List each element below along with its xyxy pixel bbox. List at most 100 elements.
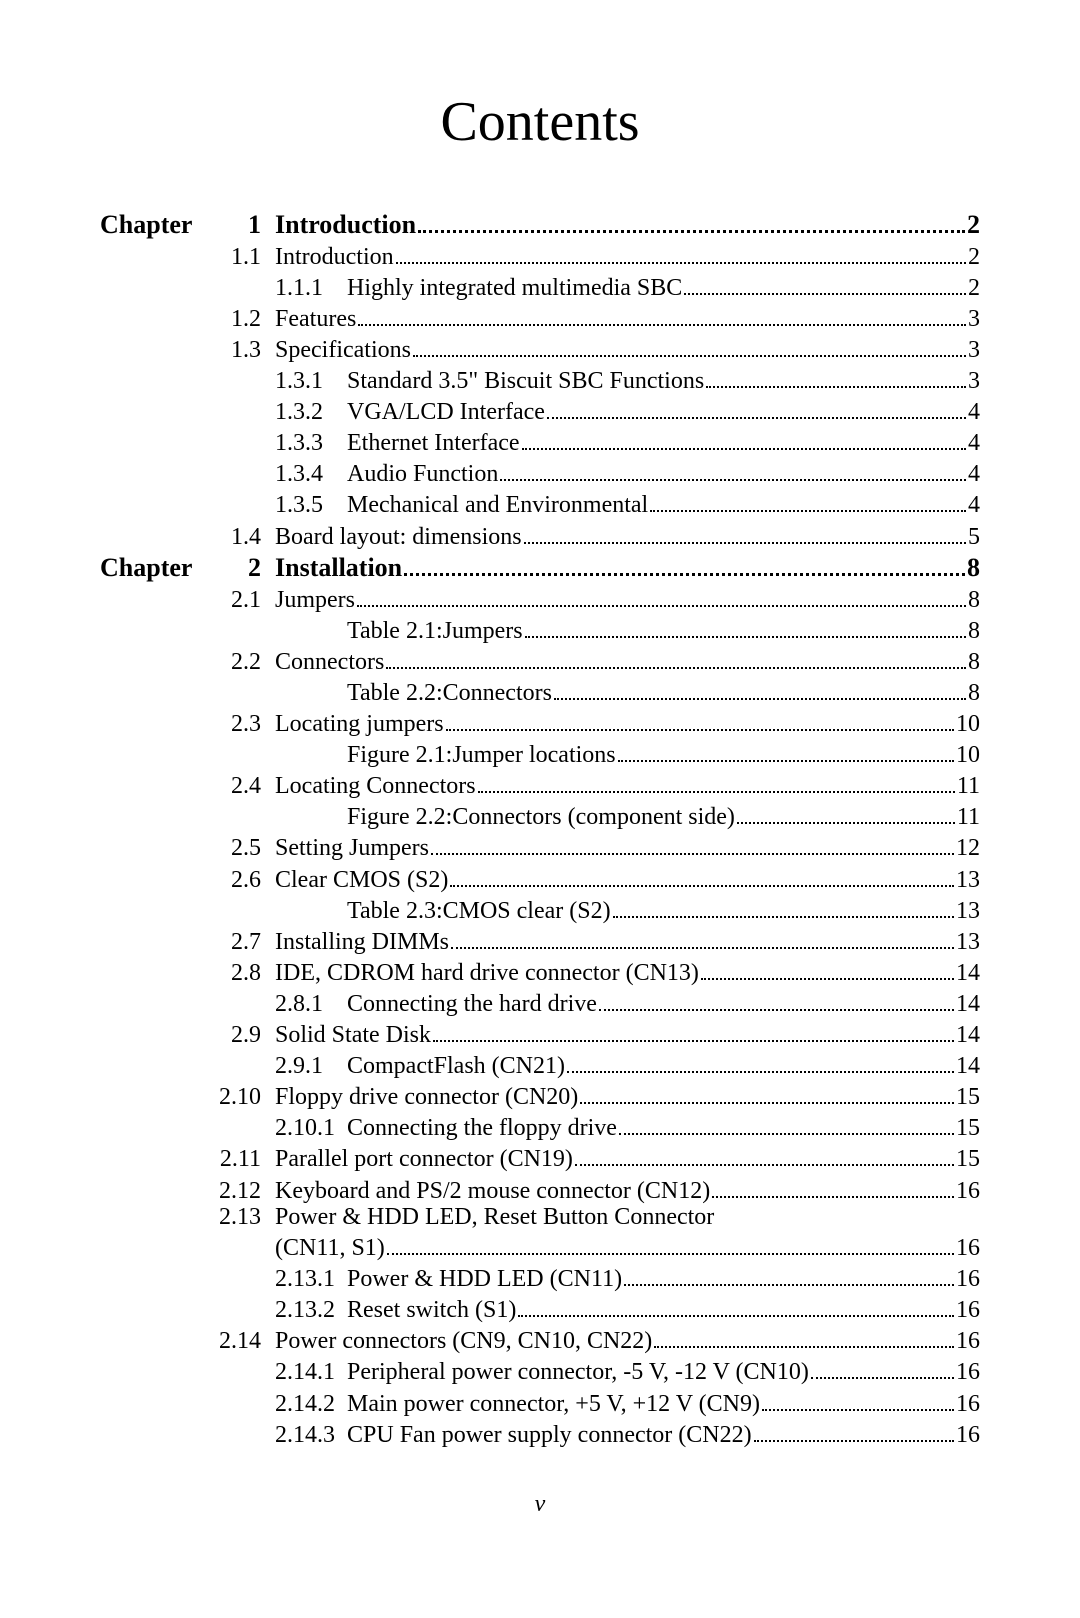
toc-entry-row: 2.8.1Connecting the hard drive14 (100, 987, 980, 1016)
page-number: 16 (956, 1360, 980, 1384)
page-number: 15 (956, 1085, 980, 1109)
entry-text: 1.3.5Mechanical and Environmental (275, 493, 648, 517)
subsection-number: 1.3.3 (275, 431, 347, 455)
section-number: 2.11 (215, 1147, 275, 1171)
page-number: 4 (968, 462, 980, 486)
entry-text: 2.13.1Power & HDD LED (CN11) (275, 1267, 622, 1291)
entry-content: (CN11, S1)16 (275, 1232, 980, 1261)
dot-leader (554, 676, 966, 700)
dot-leader (386, 645, 966, 669)
entry-text: Clear CMOS (S2) (275, 868, 448, 892)
dot-leader (754, 1418, 954, 1442)
toc-entry-row: 2.8IDE, CDROM hard drive connector (CN13… (100, 956, 980, 985)
entry-text: 2.13.2Reset switch (S1) (275, 1298, 516, 1322)
page-number: 8 (967, 555, 980, 581)
entry-content: 2.9.1CompactFlash (CN21)14 (275, 1050, 980, 1079)
dot-leader (431, 832, 954, 856)
entry-content: Figure 2.2:Connectors (component side)11 (275, 801, 980, 830)
page-number: 16 (956, 1179, 980, 1203)
entry-content: Power connectors (CN9, CN10, CN22)16 (275, 1325, 980, 1354)
dot-leader (524, 520, 966, 544)
toc-entry-row: 2.4Locating Connectors11 (100, 770, 980, 799)
entry-content: Introduction 2 (275, 208, 980, 238)
entry-text: 1.3.3Ethernet Interface (275, 431, 520, 455)
section-number: 2.1 (215, 588, 275, 612)
dot-leader (567, 1050, 954, 1074)
dot-leader (650, 489, 966, 513)
dot-leader (654, 1325, 954, 1349)
toc-entry-row: 2.14Power connectors (CN9, CN10, CN22)16 (100, 1325, 980, 1354)
entry-content: Specifications3 (275, 333, 980, 362)
dot-leader (518, 1294, 954, 1318)
entry-text: Table 2.1:Jumpers (275, 619, 523, 643)
page-number: 2 (968, 276, 980, 300)
toc-entry-row: 2.14.1Peripheral power connector, -5 V, … (100, 1356, 980, 1385)
entry-content: 2.13.2Reset switch (S1)16 (275, 1294, 980, 1323)
section-number: 1 (215, 212, 275, 238)
dot-leader (500, 458, 966, 482)
entry-text: Jumpers (275, 588, 355, 612)
entry-text: 2.14.1Peripheral power connector, -5 V, … (275, 1360, 809, 1384)
subsection-number: 2.14.1 (275, 1360, 347, 1384)
page-number: 13 (956, 868, 980, 892)
entry-content: Table 2.2:Connectors8 (275, 676, 980, 705)
entry-content: Connectors8 (275, 645, 980, 674)
toc-entry-row: 2.1Jumpers8 (100, 583, 980, 612)
page-number: 11 (957, 774, 980, 798)
toc-entry-row: 1.1.1Highly integrated multimedia SBC2 (100, 271, 980, 300)
entry-text: Connectors (275, 650, 384, 674)
section-number: 2.8 (215, 961, 275, 985)
toc-entry-row: 2.2Connectors8 (100, 645, 980, 674)
toc-chapter-row: Chapter1Introduction2 (100, 208, 980, 238)
entry-text: 1.3.4Audio Function (275, 462, 498, 486)
subsection-number: 1.1.1 (275, 276, 347, 300)
dot-leader (522, 427, 966, 451)
entry-text: Figure 2.1:Jumper locations (275, 743, 616, 767)
entry-content: Table 2.1:Jumpers8 (275, 614, 980, 643)
entry-content: 1.3.1Standard 3.5" Biscuit SBC Functions… (275, 364, 980, 393)
entry-content: Parallel port connector (CN19)15 (275, 1143, 980, 1172)
toc-entry-row: 2.13.1Power & HDD LED (CN11)16 (100, 1263, 980, 1292)
entry-text: Introduction (275, 212, 416, 238)
dot-leader (396, 240, 966, 264)
section-number: 2.13 (215, 1205, 275, 1229)
chapter-label: Chapter (100, 555, 215, 581)
toc-entry-row: Table 2.1:Jumpers8 (100, 614, 980, 643)
dot-leader (413, 333, 966, 357)
dot-leader (446, 708, 954, 732)
toc-entry-row: 1.3.2VGA/LCD Interface4 (100, 396, 980, 425)
section-number: 2.9 (215, 1023, 275, 1047)
entry-content: Power & HDD LED, Reset Button Connector (275, 1205, 980, 1229)
page: Contents Chapter1Introduction21.1Introdu… (0, 0, 1080, 1618)
page-number: 12 (956, 836, 980, 860)
dot-leader (525, 614, 966, 638)
entry-text: Introduction (275, 245, 394, 269)
entry-text: Board layout: dimensions (275, 525, 522, 549)
page-number: 3 (968, 369, 980, 393)
toc-entry-row: 2.9Solid State Disk14 (100, 1018, 980, 1047)
dot-leader (712, 1174, 954, 1198)
entry-text: Power connectors (CN9, CN10, CN22) (275, 1329, 652, 1353)
section-number: 2.2 (215, 650, 275, 674)
dot-leader (387, 1232, 954, 1256)
dot-leader (418, 208, 965, 233)
toc-entry-row: 1.3.1Standard 3.5" Biscuit SBC Functions… (100, 364, 980, 393)
dot-leader (701, 956, 954, 980)
entry-text: Setting Jumpers (275, 836, 429, 860)
entry-text: Floppy drive connector (CN20) (275, 1085, 578, 1109)
toc-entry-row: 1.3.3Ethernet Interface4 (100, 427, 980, 456)
dot-leader (358, 302, 966, 326)
entry-content: Introduction2 (275, 240, 980, 269)
dot-leader (580, 1081, 954, 1105)
toc-entry-row: 2.9.1CompactFlash (CN21)14 (100, 1050, 980, 1079)
entry-content: 1.3.5Mechanical and Environmental4 (275, 489, 980, 518)
page-number: 16 (956, 1392, 980, 1416)
subsection-number: 2.14.2 (275, 1392, 347, 1416)
dot-leader (599, 987, 954, 1011)
toc-entry-row: Figure 2.2:Connectors (component side)11 (100, 801, 980, 830)
page-number: 2 (967, 212, 980, 238)
toc-entry-row: 2.13.2Reset switch (S1)16 (100, 1294, 980, 1323)
dot-leader (451, 925, 954, 949)
toc-entry-row: 2.10Floppy drive connector (CN20)15 (100, 1081, 980, 1110)
entry-text: 2.10.1Connecting the floppy drive (275, 1116, 617, 1140)
